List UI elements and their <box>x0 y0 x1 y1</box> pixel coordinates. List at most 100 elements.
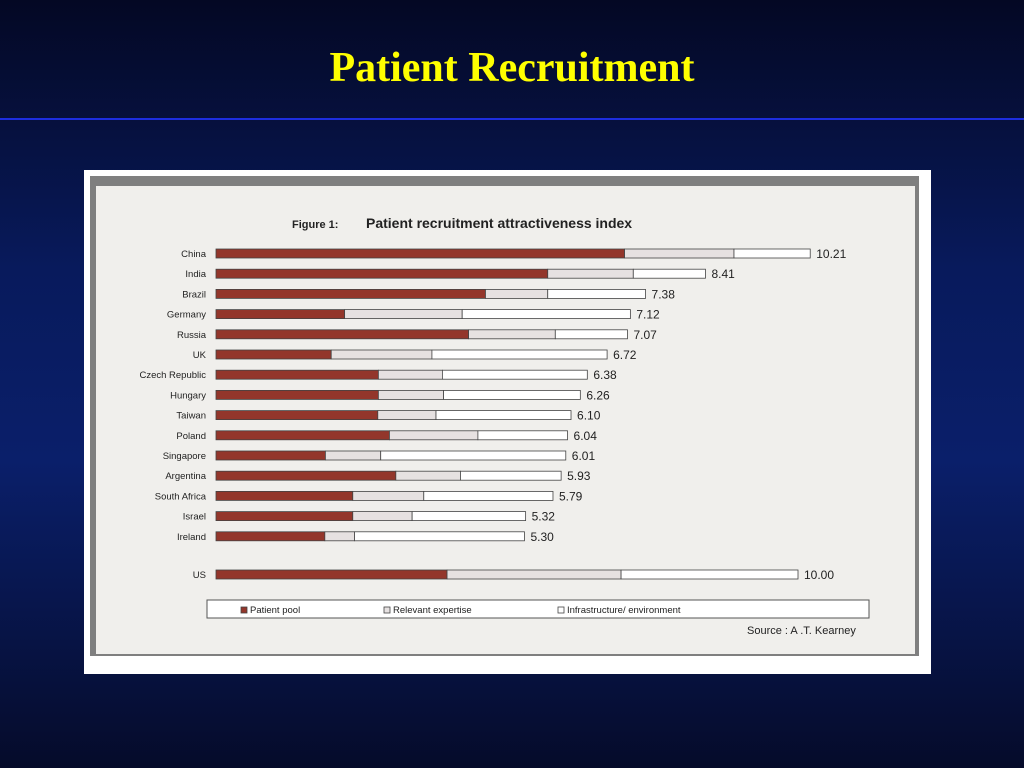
slide-title: Patient Recruitment <box>0 44 1024 92</box>
bar-row: UK 6.72 <box>193 348 637 362</box>
category-label: Argentina <box>165 471 206 482</box>
total-value-label: 8.41 <box>711 267 735 281</box>
category-label: Russia <box>177 330 207 341</box>
legend-swatch <box>241 607 247 613</box>
bar-segment-infrastructure <box>444 390 581 399</box>
chart: Figure 1: Patient recruitment attractive… <box>96 186 915 654</box>
legend-label: Relevant expertise <box>393 605 472 616</box>
bar-row: Poland 6.04 <box>176 429 597 443</box>
figure-image: Figure 1: Patient recruitment attractive… <box>84 170 931 674</box>
total-value-label: 6.01 <box>572 449 596 463</box>
bar-segment-infrastructure <box>355 532 525 541</box>
figure-paper: Figure 1: Patient recruitment attractive… <box>96 186 915 654</box>
category-label: India <box>185 269 206 280</box>
legend-label: Infrastructure/ environment <box>567 605 681 616</box>
bar-row: South Africa5.79 <box>155 489 583 503</box>
bar-segment-patient-pool <box>216 471 396 480</box>
figure-title: Figure 1: Patient recruitment attractive… <box>292 215 632 231</box>
bar-segment-relevant-expertise <box>378 411 436 420</box>
bar-row: Czech Republic 6.38 <box>139 368 617 382</box>
category-label: Israel <box>183 512 206 523</box>
bar-segment-relevant-expertise <box>353 491 424 500</box>
bar-row: Argentina 5.93 <box>165 469 590 483</box>
bar-segment-relevant-expertise <box>331 350 432 359</box>
bar-segment-infrastructure <box>478 431 568 440</box>
legend-swatch <box>384 607 390 613</box>
total-value-label: 5.30 <box>530 530 554 544</box>
bar-row: Hungary 6.26 <box>170 388 610 402</box>
bar-segment-infrastructure <box>633 269 705 278</box>
bar-segment-patient-pool <box>216 411 378 420</box>
bar-segment-patient-pool <box>216 431 389 440</box>
bar-segment-infrastructure <box>462 310 630 319</box>
total-value-label: 6.38 <box>593 368 617 382</box>
bar-row: Israel 5.32 <box>183 510 556 524</box>
total-value-label: 5.32 <box>532 510 556 524</box>
category-label: Hungary <box>170 390 206 401</box>
bar-segment-patient-pool <box>216 249 625 258</box>
bar-segment-infrastructure <box>548 289 646 298</box>
bar-row: China 10.21 <box>181 247 846 261</box>
bar-segment-patient-pool <box>216 570 447 579</box>
bar-segment-infrastructure <box>734 249 810 258</box>
bar-segment-patient-pool <box>216 491 353 500</box>
bar-segment-relevant-expertise <box>325 451 380 460</box>
source-note: Source : A .T. Kearney <box>747 625 856 637</box>
category-label: China <box>181 249 207 260</box>
category-label: Taiwan <box>176 411 206 422</box>
total-value-label: 5.93 <box>567 469 591 483</box>
total-value-label: 6.04 <box>574 429 598 443</box>
legend-item: Relevant expertise <box>384 605 472 616</box>
bar-segment-relevant-expertise <box>378 390 443 399</box>
category-label: US <box>193 570 206 581</box>
bar-segment-patient-pool <box>216 512 353 521</box>
bar-segment-patient-pool <box>216 289 485 298</box>
bar-row: Russia7.07 <box>177 328 657 342</box>
total-value-label: 6.26 <box>586 388 610 402</box>
bar-segment-patient-pool <box>216 390 378 399</box>
bar-segment-relevant-expertise <box>469 330 556 339</box>
bar-segment-patient-pool <box>216 310 345 319</box>
category-label: Brazil <box>182 289 206 300</box>
legend: Patient pool Relevant expertise Infrastruc… <box>207 600 869 618</box>
bar-segment-infrastructure <box>621 570 798 579</box>
legend-item: Patient pool <box>241 605 300 616</box>
category-label: UK <box>193 350 207 361</box>
legend-label: Patient pool <box>250 605 300 616</box>
bar-segment-relevant-expertise <box>548 269 634 278</box>
bar-row: Germany7.12 <box>167 308 660 322</box>
legend-box <box>207 600 869 618</box>
bar-row: US10.00 <box>193 568 835 582</box>
total-value-label: 6.72 <box>613 348 637 362</box>
figure-label: Figure 1: <box>292 219 338 231</box>
bar-segment-infrastructure <box>555 330 627 339</box>
bar-segment-patient-pool <box>216 330 469 339</box>
bar-row: Taiwan 6.10 <box>176 409 600 423</box>
total-value-label: 10.21 <box>816 247 846 261</box>
category-label: Poland <box>176 431 206 442</box>
bar-segment-relevant-expertise <box>389 431 477 440</box>
category-label: Czech Republic <box>139 370 206 381</box>
bar-segment-infrastructure <box>381 451 566 460</box>
bar-segment-relevant-expertise <box>345 310 463 319</box>
bar-segment-relevant-expertise <box>447 570 621 579</box>
bar-segment-relevant-expertise <box>378 370 442 379</box>
legend-item: Infrastructure/ environment <box>558 605 681 616</box>
bar-segment-relevant-expertise <box>353 512 412 521</box>
bar-segment-infrastructure <box>442 370 587 379</box>
legend-swatch <box>558 607 564 613</box>
bar-segment-infrastructure <box>412 512 525 521</box>
bar-row: India 8.41 <box>185 267 735 281</box>
bars-layer: China 10.21 India 8.41 Brazil 7.38 Germany7.12… <box>139 247 846 582</box>
category-label: Ireland <box>177 532 206 543</box>
total-value-label: 6.10 <box>577 409 601 423</box>
category-label: South Africa <box>155 491 207 502</box>
category-label: Germany <box>167 310 206 321</box>
bar-segment-infrastructure <box>432 350 607 359</box>
bar-row: Singapore6.01 <box>163 449 596 463</box>
bar-segment-patient-pool <box>216 350 331 359</box>
total-value-label: 7.38 <box>652 287 676 301</box>
bar-segment-infrastructure <box>460 471 561 480</box>
bar-row: Brazil 7.38 <box>182 287 675 301</box>
bar-row: Ireland 5.30 <box>177 530 554 544</box>
